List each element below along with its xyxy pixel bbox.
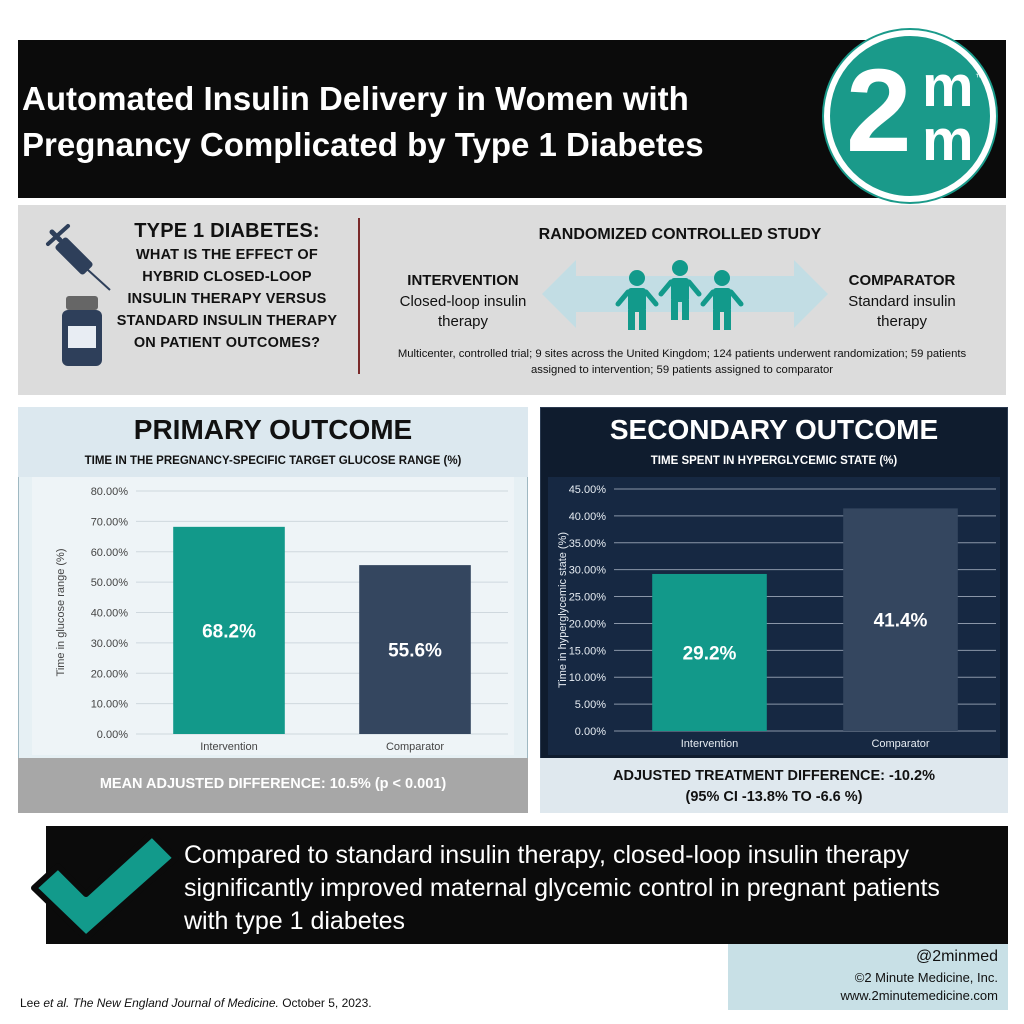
y-axis-label: Time in hyperglycemic state (%) bbox=[557, 532, 569, 688]
y-tick-label: 50.00% bbox=[91, 577, 129, 589]
title-line-2: Pregnancy Complicated by Type 1 Diabetes bbox=[22, 126, 704, 163]
bar-comparator bbox=[843, 508, 958, 731]
conclusion-banner bbox=[46, 826, 1008, 944]
question-body: WHAT IS THE EFFECT OF HYBRID CLOSED-LOOP… bbox=[116, 247, 338, 351]
y-tick-label: 45.00% bbox=[569, 484, 607, 496]
intervention-label: INTERVENTION bbox=[407, 272, 519, 289]
title-line-1: Automated Insulin Delivery in Women with bbox=[22, 80, 689, 117]
x-tick-label: Intervention bbox=[681, 738, 738, 750]
data-label: 29.2% bbox=[683, 643, 737, 664]
bar-intervention bbox=[652, 573, 767, 731]
y-tick-label: 30.00% bbox=[569, 565, 607, 577]
primary-outcome-chart: 0.00% 10.00% 20.00% 30.00% 40.00% 50.00% 60.00… bbox=[32, 477, 514, 755]
mean-adjusted-difference: MEAN ADJUSTED DIFFERENCE: 10.5% (p < 0.0… bbox=[99, 776, 447, 792]
logo-trademark: ™ bbox=[975, 72, 984, 82]
data-label: 68.2% bbox=[202, 621, 256, 642]
website-link[interactable]: www.2minutemedicine.com bbox=[840, 988, 998, 1003]
social-handle[interactable]: @2minmed bbox=[915, 948, 998, 965]
section-divider bbox=[358, 218, 360, 374]
primary-outcome-footer bbox=[18, 758, 528, 813]
logo-letter-bottom: m bbox=[922, 108, 974, 173]
bar-intervention bbox=[173, 526, 285, 734]
primary-outcome-title: PRIMARY OUTCOME bbox=[133, 414, 413, 445]
study-details: Multicenter, controlled trial; 9 sites a… bbox=[397, 348, 967, 376]
citation-et-al: et al. bbox=[43, 996, 70, 1010]
comparator-label: COMPARATOR bbox=[848, 272, 956, 289]
citation: Lee et al. The New England Journal of Me… bbox=[20, 996, 372, 1010]
data-label: 55.6% bbox=[388, 641, 442, 662]
y-tick-label: 30.00% bbox=[91, 638, 129, 650]
y-tick-label: 70.00% bbox=[91, 516, 129, 528]
study-design: RANDOMIZED CONTROLLED STUDY bbox=[538, 226, 822, 243]
y-tick-label: 40.00% bbox=[91, 608, 129, 620]
y-tick-label: 25.00% bbox=[569, 592, 607, 604]
copyright: ©2 Minute Medicine, Inc. bbox=[854, 970, 998, 985]
adjusted-treatment-difference: ADJUSTED TREATMENT DIFFERENCE: -10.2% (9… bbox=[540, 766, 1008, 808]
y-tick-label: 40.00% bbox=[569, 511, 607, 523]
y-axis-label: Time in glucose range (%) bbox=[55, 549, 67, 677]
syringe-vial-icon bbox=[46, 224, 111, 366]
vial-icon bbox=[62, 296, 102, 366]
citation-journal: The New England Journal of Medicine. bbox=[72, 996, 279, 1010]
y-tick-label: 20.00% bbox=[569, 618, 607, 630]
x-tick-label: Comparator bbox=[386, 741, 444, 753]
y-tick-label: 20.00% bbox=[91, 668, 129, 680]
page-title: Automated Insulin Delivery in Women with… bbox=[22, 76, 842, 168]
comparator-text: Standard insulin therapy bbox=[848, 293, 956, 330]
adjusted-difference-line-1: ADJUSTED TREATMENT DIFFERENCE: -10.2% bbox=[613, 768, 935, 784]
bar-comparator bbox=[359, 565, 471, 734]
study-panel bbox=[18, 205, 1006, 395]
checkmark-icon bbox=[31, 831, 179, 941]
y-tick-label: 0.00% bbox=[97, 729, 128, 741]
research-question: TYPE 1 DIABETES: WHAT IS THE EFFECT OF H… bbox=[112, 218, 342, 354]
adjusted-difference-line-2: (95% CI -13.8% TO -6.6 %) bbox=[685, 789, 863, 805]
brand-logo: 2 m m ™ bbox=[824, 30, 996, 202]
x-tick-label: Comparator bbox=[871, 738, 929, 750]
secondary-outcome-title: SECONDARY OUTCOME bbox=[609, 414, 939, 445]
y-tick-label: 10.00% bbox=[91, 699, 129, 711]
logo-letter-top: m bbox=[922, 54, 974, 119]
conclusion-text: Compared to standard insulin therapy, cl… bbox=[184, 841, 940, 935]
y-tick-label: 15.00% bbox=[569, 645, 607, 657]
primary-outcome-header bbox=[18, 407, 528, 477]
syringe-icon bbox=[46, 224, 111, 291]
y-tick-label: 35.00% bbox=[569, 538, 607, 550]
x-tick-label: Intervention bbox=[200, 741, 257, 753]
citation-date: October 5, 2023. bbox=[282, 996, 372, 1010]
social-box bbox=[728, 944, 1008, 1010]
y-tick-label: 60.00% bbox=[91, 547, 129, 559]
question-heading: TYPE 1 DIABETES: bbox=[134, 220, 320, 242]
people-icon bbox=[615, 260, 744, 330]
intervention-text: Closed-loop insulin therapy bbox=[399, 293, 527, 330]
double-arrow-people-icon bbox=[542, 260, 828, 330]
primary-outcome-subtitle: TIME IN THE PREGNANCY-SPECIFIC TARGET GL… bbox=[84, 455, 462, 467]
logo-digit: 2 bbox=[846, 45, 912, 177]
y-tick-label: 5.00% bbox=[575, 699, 606, 711]
y-tick-label: 10.00% bbox=[569, 672, 607, 684]
secondary-outcome-chart: 0.00% 5.00% 10.00% 15.00% 20.00% 25.00% 30.00%… bbox=[548, 477, 1000, 755]
data-label: 41.4% bbox=[874, 611, 928, 632]
secondary-outcome-footer bbox=[540, 758, 1008, 813]
citation-author: Lee bbox=[20, 996, 41, 1010]
y-tick-label: 0.00% bbox=[575, 726, 606, 738]
secondary-outcome-subtitle: TIME SPENT IN HYPERGLYCEMIC STATE (%) bbox=[650, 455, 898, 467]
y-tick-label: 80.00% bbox=[91, 486, 129, 498]
